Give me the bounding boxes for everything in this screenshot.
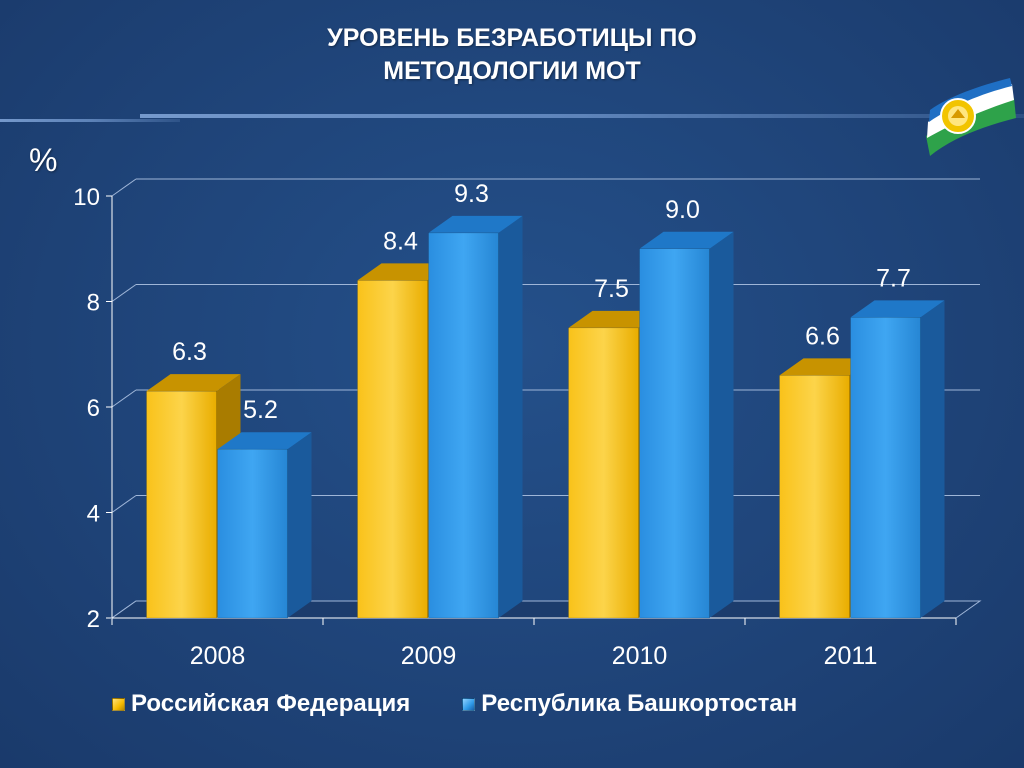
bar-russia-2010 [568, 327, 639, 619]
gridline-depth [111, 178, 137, 197]
bar-russia-2011 [779, 375, 850, 619]
data-label-bashkortostan-2011: 7.7 [876, 264, 911, 292]
bar-side-bashkortostan-2010 [709, 231, 734, 618]
y-tick-label: 8 [87, 290, 100, 317]
data-label-bashkortostan-2010: 9.0 [665, 196, 700, 224]
bar-top-russia-2011 [779, 358, 874, 376]
gridline-depth [111, 495, 137, 513]
data-label-bashkortostan-2008: 5.2 [243, 396, 278, 424]
chart-title-line-1: УРОВЕНЬ БЕЗРАБОТИЦЫ ПО [327, 24, 697, 52]
y-tick-label: 4 [87, 501, 100, 528]
bar-top-bashkortostan-2010 [639, 231, 734, 249]
legend-swatch-russia [112, 697, 125, 711]
y-tick-label: 6 [87, 395, 100, 422]
bar-side-bashkortostan-2008 [287, 432, 312, 618]
data-label-russia-2010: 7.5 [594, 275, 629, 303]
data-label-russia-2011: 6.6 [805, 322, 840, 350]
legend-item-bashkortostan: Республика Башкортостан [462, 690, 797, 718]
legend-swatch-bashkortostan [462, 697, 476, 711]
y-tick-label: 2 [87, 606, 100, 633]
data-label-bashkortostan-2009: 9.3 [454, 180, 489, 208]
data-label-russia-2009: 8.4 [383, 227, 418, 255]
bar-top-russia-2008 [146, 374, 241, 392]
x-tick-label: 2011 [824, 642, 878, 670]
chart-title-line-2: МЕТОДОЛОГИИ МОТ [383, 57, 641, 85]
gridline-depth [111, 284, 137, 302]
legend-item-russia: Российская Федерация [112, 690, 410, 718]
bar-top-russia-2010 [568, 310, 663, 328]
header-divider [0, 114, 1024, 122]
x-tick-label: 2010 [612, 642, 668, 670]
legend-label-russia: Российская Федерация [131, 690, 411, 717]
legend-label-bashkortostan: Республика Башкортостан [481, 690, 798, 717]
bar-top-bashkortostan-2011 [850, 300, 945, 318]
y-axis-unit-label: % [29, 142, 58, 178]
bar-bashkortostan-2010 [639, 248, 710, 619]
gridline-depth [111, 389, 137, 408]
bar-side-bashkortostan-2009 [498, 215, 523, 619]
bar-top-russia-2009 [357, 263, 452, 281]
y-tick-label: 10 [73, 184, 100, 211]
x-tick-label: 2009 [401, 642, 457, 670]
x-tick-label: 2008 [190, 642, 246, 670]
bashkortostan-flag-emblem-icon [926, 78, 1016, 156]
chart-title: УРОВЕНЬ БЕЗРАБОТИЦЫ ПО МЕТОДОЛОГИИ МОТ [212, 22, 812, 88]
bar-top-bashkortostan-2009 [428, 215, 523, 233]
bar-russia-2008 [146, 390, 217, 619]
bar-bashkortostan-2008 [217, 448, 288, 619]
bar-side-bashkortostan-2011 [920, 300, 945, 618]
bar-russia-2009 [357, 280, 428, 619]
chart-legend: Российская Федерация Республика Башкорто… [112, 688, 797, 720]
data-label-russia-2008: 6.3 [172, 338, 207, 366]
bar-bashkortostan-2009 [428, 232, 499, 619]
bar-top-bashkortostan-2008 [217, 432, 312, 450]
bar-bashkortostan-2011 [850, 317, 921, 619]
